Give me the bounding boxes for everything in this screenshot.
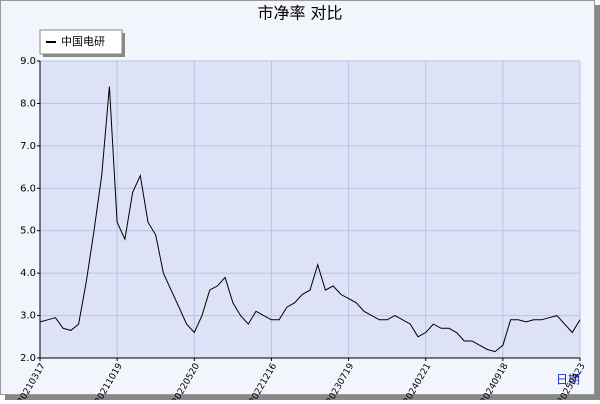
plot-area [40,61,580,358]
y-tick-label: 5.0 [20,226,36,237]
x-axis-label: 日期 [556,373,580,387]
y-tick-label: 7.0 [20,141,36,152]
y-tick-label: 8.0 [20,98,36,109]
y-tick-label: 6.0 [20,183,36,194]
chart-title: 市净率 对比 [257,4,342,23]
legend-label: 中国电研 [61,35,105,48]
y-tick-label: 2.0 [20,353,36,364]
y-tick-label: 9.0 [20,56,36,67]
line [39,86,581,353]
y-tick-label: 3.0 [20,311,36,322]
y-tick-label: 4.0 [20,268,36,279]
frame-shadow [5,395,600,400]
frame-shadow [595,5,600,400]
